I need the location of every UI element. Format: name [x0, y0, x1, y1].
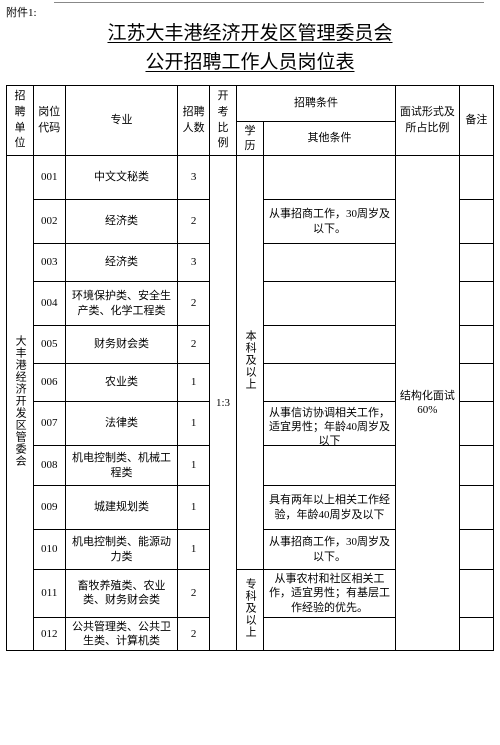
cell-num: 1: [178, 364, 210, 402]
cell-num: 2: [178, 570, 210, 618]
cell-other: 具有两年以上相关工作经验，年龄40周岁及以下: [263, 486, 395, 530]
th-code: 岗位代码: [33, 86, 65, 156]
cell-num: 3: [178, 156, 210, 200]
cell-code: 009: [33, 486, 65, 530]
th-edu: 学历: [236, 122, 263, 156]
cell-major: 公共管理类、公共卫生类、计算机类: [65, 617, 178, 651]
cell-other: 从事招商工作，30周岁及以下。: [263, 200, 395, 244]
attachment-label: 附件1:: [6, 4, 37, 20]
th-interview: 面试形式及所占比例: [396, 86, 460, 156]
cell-major: 畜牧养殖类、农业类、财务财会类: [65, 570, 178, 618]
cell-note: [459, 364, 493, 402]
cell-interview: 结构化面试60%: [396, 156, 460, 651]
cell-code: 002: [33, 200, 65, 244]
cell-note: [459, 617, 493, 651]
page-title: 江苏大丰港经济开发区管理委员会 公开招聘工作人员岗位表: [0, 0, 500, 77]
cell-num: 1: [178, 530, 210, 570]
cell-major: 财务财会类: [65, 326, 178, 364]
cell-other: [263, 282, 395, 326]
th-ratio: 开考比例: [210, 86, 237, 156]
cell-other: 从事信访协调相关工作，适宜男性；年龄40周岁及以下: [263, 402, 395, 446]
cell-num: 2: [178, 200, 210, 244]
title-line-1: 江苏大丰港经济开发区管理委员会: [107, 23, 392, 44]
cell-note: [459, 402, 493, 446]
cell-major: 城建规划类: [65, 486, 178, 530]
top-rule: [54, 2, 484, 3]
cell-other: [263, 446, 395, 486]
cell-num: 1: [178, 486, 210, 530]
cell-edu-2: 专科及以上: [236, 570, 263, 651]
cell-note: [459, 156, 493, 200]
cell-note: [459, 446, 493, 486]
cell-other: [263, 364, 395, 402]
cell-other: [263, 326, 395, 364]
cell-num: 1: [178, 446, 210, 486]
cell-code: 004: [33, 282, 65, 326]
cell-major: 法律类: [65, 402, 178, 446]
table-row: 大丰港经济开发区管委会 001 中文文秘类 3 1:3 本科及以上 结构化面试6…: [7, 156, 494, 200]
cell-num: 1: [178, 402, 210, 446]
cell-code: 011: [33, 570, 65, 618]
cell-major: 机电控制类、机械工程类: [65, 446, 178, 486]
cell-major: 环境保护类、安全生产类、化学工程类: [65, 282, 178, 326]
cell-num: 2: [178, 326, 210, 364]
cell-code: 010: [33, 530, 65, 570]
cell-major: 农业类: [65, 364, 178, 402]
cell-major: 经济类: [65, 244, 178, 282]
cell-other: [263, 617, 395, 651]
cell-code: 006: [33, 364, 65, 402]
positions-table: 招聘单位 岗位代码 专业 招聘人数 开考比例 招聘条件 面试形式及所占比例 备注…: [6, 85, 494, 651]
cell-num: 2: [178, 617, 210, 651]
cell-code: 007: [33, 402, 65, 446]
cell-other: [263, 156, 395, 200]
cell-code: 003: [33, 244, 65, 282]
title-line-2: 公开招聘工作人员岗位表: [145, 52, 354, 73]
cell-other: 从事招商工作，30周岁及以下。: [263, 530, 395, 570]
cell-code: 012: [33, 617, 65, 651]
cell-num: 3: [178, 244, 210, 282]
cell-other: 从事农村和社区相关工作，适宜男性；有基层工作经验的优先。: [263, 570, 395, 618]
cell-ratio: 1:3: [210, 156, 237, 651]
cell-code: 001: [33, 156, 65, 200]
cell-edu-1: 本科及以上: [236, 156, 263, 570]
cell-code: 005: [33, 326, 65, 364]
th-cond: 招聘条件: [236, 86, 395, 122]
header-row-1: 招聘单位 岗位代码 专业 招聘人数 开考比例 招聘条件 面试形式及所占比例 备注: [7, 86, 494, 122]
cell-note: [459, 530, 493, 570]
cell-note: [459, 326, 493, 364]
cell-note: [459, 570, 493, 618]
cell-num: 2: [178, 282, 210, 326]
th-other: 其他条件: [263, 122, 395, 156]
th-num: 招聘人数: [178, 86, 210, 156]
cell-note: [459, 200, 493, 244]
cell-major: 机电控制类、能源动力类: [65, 530, 178, 570]
cell-unit: 大丰港经济开发区管委会: [7, 156, 34, 651]
cell-major: 经济类: [65, 200, 178, 244]
cell-other: [263, 244, 395, 282]
th-major: 专业: [65, 86, 178, 156]
cell-code: 008: [33, 446, 65, 486]
th-unit: 招聘单位: [7, 86, 34, 156]
cell-note: [459, 244, 493, 282]
cell-note: [459, 282, 493, 326]
th-note: 备注: [459, 86, 493, 156]
cell-note: [459, 486, 493, 530]
cell-major: 中文文秘类: [65, 156, 178, 200]
